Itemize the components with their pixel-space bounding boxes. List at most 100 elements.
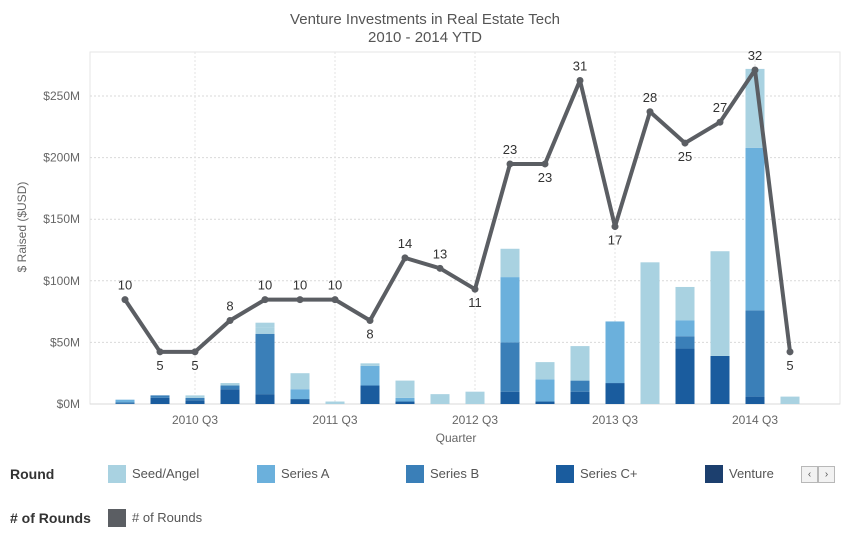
rounds-point[interactable]	[576, 76, 584, 84]
bar-segment-series-c-[interactable]	[220, 389, 240, 404]
bar-segment-seed-angel[interactable]	[395, 380, 415, 398]
rounds-point[interactable]	[121, 296, 129, 304]
rounds-point[interactable]	[506, 160, 514, 168]
bar-segment-seed-angel[interactable]	[745, 68, 765, 148]
bar-segment-series-c-[interactable]	[290, 399, 310, 404]
rounds-point[interactable]	[716, 118, 724, 126]
bar-segment-series-a[interactable]	[360, 365, 380, 386]
rounds-data-label: 27	[713, 100, 727, 115]
bar-segment-seed-angel[interactable]	[500, 248, 520, 278]
bar-segment-series-c-[interactable]	[605, 383, 625, 404]
rounds-line[interactable]	[123, 68, 792, 354]
y-tick-label: $0M	[57, 397, 80, 411]
rounds-point[interactable]	[331, 296, 339, 304]
rounds-point[interactable]	[751, 66, 759, 74]
rounds-point[interactable]	[366, 317, 374, 324]
bar-segment-series-b[interactable]	[570, 380, 590, 392]
legend-label: # of Rounds	[132, 510, 203, 525]
bar-segment-series-c-[interactable]	[500, 391, 520, 404]
legend-label: Venture	[729, 466, 774, 481]
rounds-data-label: 14	[398, 236, 412, 251]
bar-segment-seed-angel[interactable]	[290, 373, 310, 390]
rounds-point[interactable]	[681, 139, 689, 147]
bar-segment-seed-angel[interactable]	[255, 327, 275, 334]
bar-segment-series-b[interactable]	[255, 333, 275, 395]
bar-segment-seed-angel[interactable]	[220, 383, 240, 386]
rounds-point[interactable]	[226, 317, 234, 324]
rounds-point[interactable]	[261, 296, 269, 304]
rounds-data-label: 28	[643, 90, 657, 105]
bar-segment-series-b[interactable]	[500, 342, 520, 392]
bar-segment-seed-angel[interactable]	[780, 396, 800, 404]
bar-segment-seed-angel[interactable]	[430, 394, 450, 404]
rounds-data-label: 8	[226, 299, 233, 314]
bar-segment-seed-angel[interactable]	[675, 286, 695, 321]
rounds-point[interactable]	[786, 348, 794, 356]
series-c-plus-swatch	[556, 465, 574, 483]
bar-segment-series-a[interactable]	[115, 399, 135, 403]
bar-segment-series-c-[interactable]	[185, 400, 205, 404]
rounds-point[interactable]	[401, 254, 409, 262]
bar-segment-series-a[interactable]	[500, 277, 520, 343]
x-tick-label: 2010 Q3	[172, 413, 218, 427]
bar-segment-series-a[interactable]	[290, 389, 310, 400]
bar-segment-series-b[interactable]	[150, 395, 170, 398]
bar-segment-seed-angel[interactable]	[325, 401, 345, 404]
bar-segment-seed-angel[interactable]	[465, 391, 485, 404]
bar-segment-series-c-[interactable]	[395, 401, 415, 404]
rounds-data-label: 23	[538, 170, 552, 185]
rounds-data-label: 10	[293, 278, 307, 293]
bar-segment-series-a[interactable]	[395, 397, 415, 402]
y-tick-label: $50M	[50, 335, 80, 349]
bar-segment-series-a[interactable]	[535, 379, 555, 402]
bar-segment-seed-angel[interactable]	[360, 363, 380, 366]
rounds-point[interactable]	[156, 348, 164, 356]
bar-segment-series-a[interactable]	[675, 320, 695, 337]
legend-rounds: # of Rounds # of Rounds	[0, 506, 850, 530]
rounds-data-label: 5	[191, 358, 198, 373]
rounds-point[interactable]	[646, 108, 654, 116]
bar-segment-series-b[interactable]	[115, 402, 135, 404]
chart-title: Venture Investments in Real Estate Tech	[290, 11, 560, 28]
rounds-point[interactable]	[296, 296, 304, 304]
rounds-data-label: 11	[468, 295, 482, 310]
rounds-data-label: 32	[748, 48, 762, 63]
bar-segment-series-b[interactable]	[675, 336, 695, 349]
venture-swatch	[705, 465, 723, 483]
rounds-point[interactable]	[611, 223, 619, 231]
legend-scroll-left-button[interactable]: ‹	[801, 466, 818, 483]
bar-segment-series-c-[interactable]	[710, 355, 730, 404]
bar-segment-series-c-[interactable]	[115, 403, 135, 404]
bar-segment-seed-angel[interactable]	[640, 262, 660, 404]
bar-segment-seed-angel[interactable]	[535, 362, 555, 380]
bar-segment-series-c-[interactable]	[675, 348, 695, 404]
bar-segment-series-a[interactable]	[745, 147, 765, 311]
bar-segment-series-c-[interactable]	[360, 385, 380, 404]
legend-scroll-right-button[interactable]: ›	[818, 466, 835, 483]
bar-segment-series-b[interactable]	[220, 385, 240, 390]
bar-segment-series-b[interactable]	[185, 397, 205, 401]
rounds-point[interactable]	[541, 160, 549, 168]
bar-segment-series-c-[interactable]	[255, 394, 275, 404]
rounds-point[interactable]	[191, 348, 199, 356]
bar-segment-series-a[interactable]	[605, 321, 625, 384]
bar-segment-series-c-[interactable]	[535, 401, 555, 404]
legend-label: Series B	[430, 466, 480, 481]
rounds-point[interactable]	[436, 264, 444, 272]
legend-label: Series A	[281, 466, 330, 481]
rounds-data-label: 31	[573, 58, 587, 73]
bar-segment-series-b[interactable]	[745, 310, 765, 397]
bar-segment-series-c-[interactable]	[745, 396, 765, 404]
bar-segment-series-c-[interactable]	[150, 397, 170, 404]
rounds-point[interactable]	[471, 285, 479, 293]
bar-segment-seed-angel[interactable]	[570, 346, 590, 381]
rounds-data-label: 8	[366, 327, 373, 342]
bar-segment-seed-angel[interactable]	[185, 395, 205, 398]
x-tick-label: 2013 Q3	[592, 413, 638, 427]
bar-segment-seed-angel[interactable]	[710, 251, 730, 356]
legend-rounds-title: # of Rounds	[10, 510, 91, 526]
x-tick-label: 2014 Q3	[732, 413, 778, 427]
chart-area: Venture Investments in Real Estate Tech …	[15, 11, 841, 445]
bar-segment-seed-angel[interactable]	[255, 322, 275, 328]
bar-segment-series-c-[interactable]	[570, 391, 590, 404]
